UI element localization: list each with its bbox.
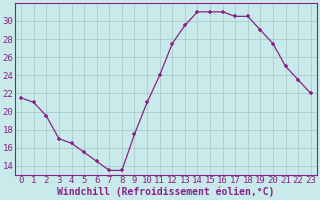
X-axis label: Windchill (Refroidissement éolien,°C): Windchill (Refroidissement éolien,°C) <box>57 187 275 197</box>
